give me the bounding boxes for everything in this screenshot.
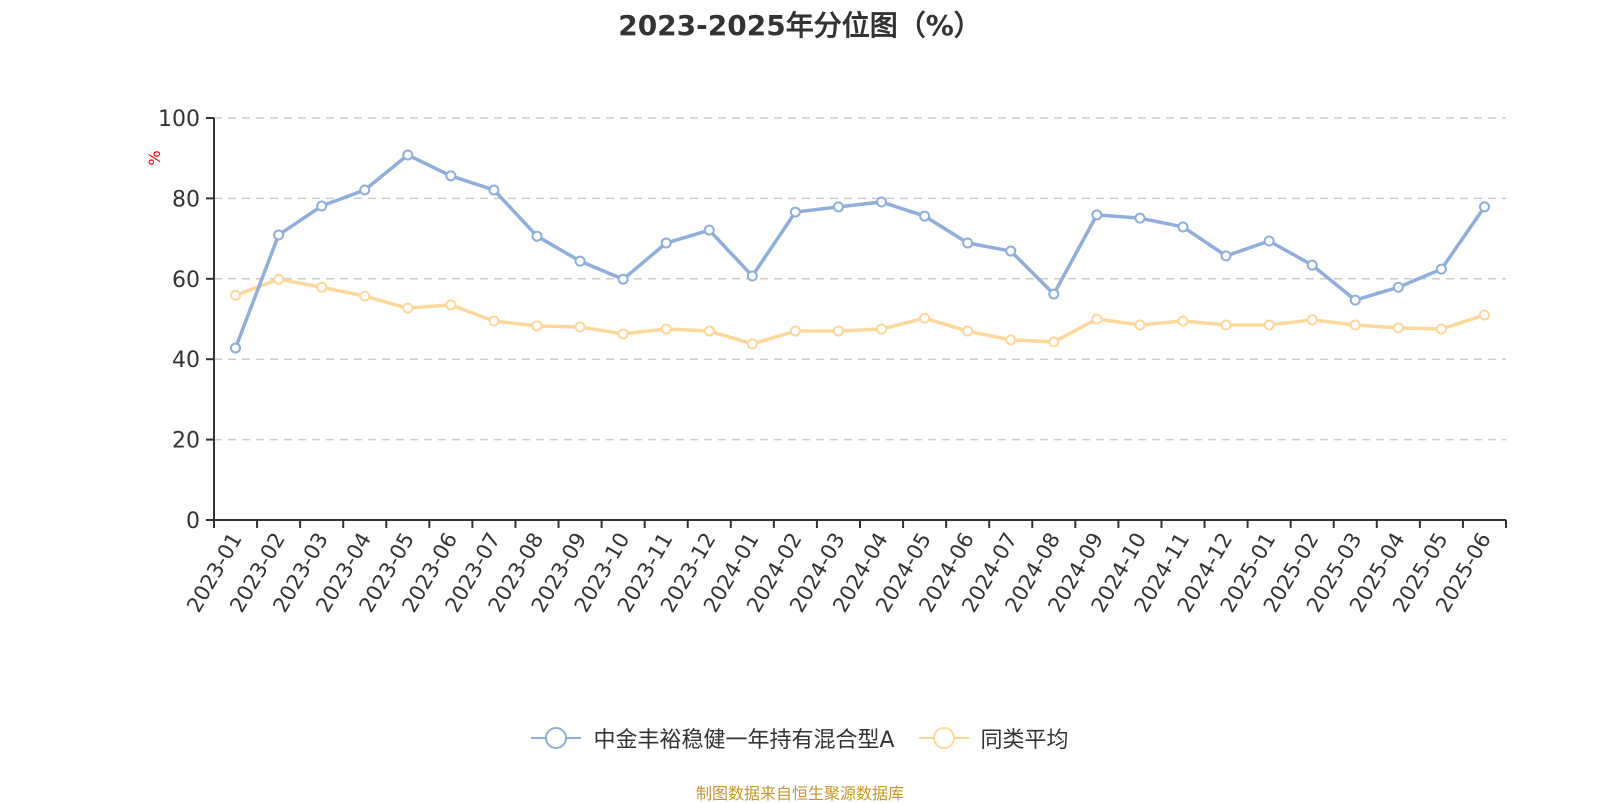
data-point[interactable] [402,302,414,314]
y-tick-label: 40 [172,348,200,373]
data-point[interactable] [316,281,328,293]
data-point[interactable] [919,312,931,324]
data-point[interactable] [1048,336,1060,348]
data-point[interactable] [962,325,974,337]
series-line [234,277,1486,346]
data-point[interactable] [919,210,931,222]
data-point[interactable] [1478,201,1490,213]
data-point[interactable] [1005,334,1017,346]
data-point[interactable] [273,273,285,285]
y-tick-label: 80 [172,187,200,212]
data-point[interactable] [359,184,371,196]
data-point[interactable] [1392,281,1404,293]
data-point[interactable] [746,338,758,350]
source-note: 制图数据来自恒生聚源数据库 [695,784,904,803]
data-point[interactable] [488,315,500,327]
y-unit-label: % [145,150,164,165]
circle-line-icon [918,727,969,749]
data-point[interactable] [832,325,844,337]
data-point[interactable] [703,224,715,236]
data-point[interactable] [230,289,242,301]
y-tick-label: 20 [172,429,200,454]
data-point[interactable] [1306,314,1318,326]
data-point[interactable] [789,206,801,218]
data-point[interactable] [660,237,672,249]
y-tick-label: 60 [172,268,200,293]
y-tick-label: 100 [158,107,200,132]
data-point[interactable] [789,325,801,337]
data-point[interactable] [617,273,629,285]
data-point[interactable] [359,290,371,302]
data-point[interactable] [1392,322,1404,334]
data-point[interactable] [746,270,758,282]
data-point[interactable] [445,170,457,182]
data-point[interactable] [1177,315,1189,327]
data-point[interactable] [1134,212,1146,224]
legend-label: 同类平均 [980,728,1069,753]
data-point[interactable] [1220,250,1232,262]
data-point[interactable] [876,323,888,335]
legend-item-series-a[interactable]: 中金丰裕稳健一年持有混合型A [531,722,895,754]
data-point[interactable] [617,328,629,340]
legend-item-series-b[interactable]: 同类平均 [918,722,1069,754]
data-point[interactable] [1091,209,1103,221]
data-point[interactable] [1435,263,1447,275]
data-point[interactable] [1005,245,1017,257]
data-point[interactable] [488,184,500,196]
data-point[interactable] [1220,319,1232,331]
data-point[interactable] [1263,235,1275,247]
data-point[interactable] [1091,313,1103,325]
legend-label: 中金丰裕稳健一年持有混合型A [593,728,895,753]
legend: 中金丰裕稳健一年持有混合型A 同类平均 [0,722,1600,754]
data-point[interactable] [962,237,974,249]
data-point[interactable] [1306,259,1318,271]
data-point[interactable] [1435,323,1447,335]
data-point[interactable] [1048,288,1060,300]
series-line [233,153,1486,349]
data-point[interactable] [876,196,888,208]
data-point[interactable] [1349,319,1361,331]
data-point[interactable] [1134,319,1146,331]
line-chart: 020406080100%2023-012023-022023-032023-0… [145,107,1507,616]
data-point[interactable] [1177,221,1189,233]
data-point[interactable] [531,320,543,332]
data-point[interactable] [273,229,285,241]
data-point[interactable] [703,325,715,337]
data-point[interactable] [1263,319,1275,331]
data-point[interactable] [402,149,414,161]
data-point[interactable] [574,255,586,267]
data-point[interactable] [531,230,543,242]
data-point[interactable] [1349,294,1361,306]
circle-line-icon [531,727,582,749]
data-point[interactable] [832,201,844,213]
y-tick-label: 0 [186,509,200,534]
data-point[interactable] [316,200,328,212]
data-point[interactable] [660,323,672,335]
data-point[interactable] [445,299,457,311]
data-point[interactable] [1478,309,1490,321]
chart-title: 2023-2025年分位图（%） [618,9,982,42]
data-point[interactable] [574,321,586,333]
data-point[interactable] [230,342,242,354]
